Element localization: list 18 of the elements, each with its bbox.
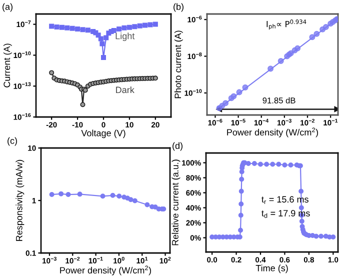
y-axis-title: Responsivity (mA/w) <box>16 160 24 241</box>
x-axis-title: Voltage (V) <box>81 130 126 138</box>
annotation: I$_{ph}$∝ P$^{0.934}$ <box>266 20 306 30</box>
chart-title: (b) <box>174 3 184 12</box>
y-axis-title: Relative current (a.u.) <box>172 160 180 246</box>
y-axis-title: Current (A) <box>3 44 12 88</box>
annotation: t$_{r}$ = 15.6 ms <box>262 196 308 204</box>
x-axis-title: Power density (W/cm$^{2}$) <box>227 128 318 138</box>
chart-title: (a) <box>2 3 12 12</box>
ref-line-label: 91.85 dB <box>262 97 296 104</box>
chart-title: (d) <box>172 142 182 151</box>
x-axis-title: Power density (W/cm$^{2}$) <box>60 266 151 276</box>
y-axis-title: Photo current (A) <box>174 30 183 98</box>
x-axis-title: Time (s) <box>256 264 288 274</box>
series-label: Dark <box>116 86 134 94</box>
chart-title: (c) <box>8 137 17 146</box>
series-label: Light <box>116 32 135 42</box>
annotation: t$_{d}$ = 17.9 ms <box>262 210 310 218</box>
